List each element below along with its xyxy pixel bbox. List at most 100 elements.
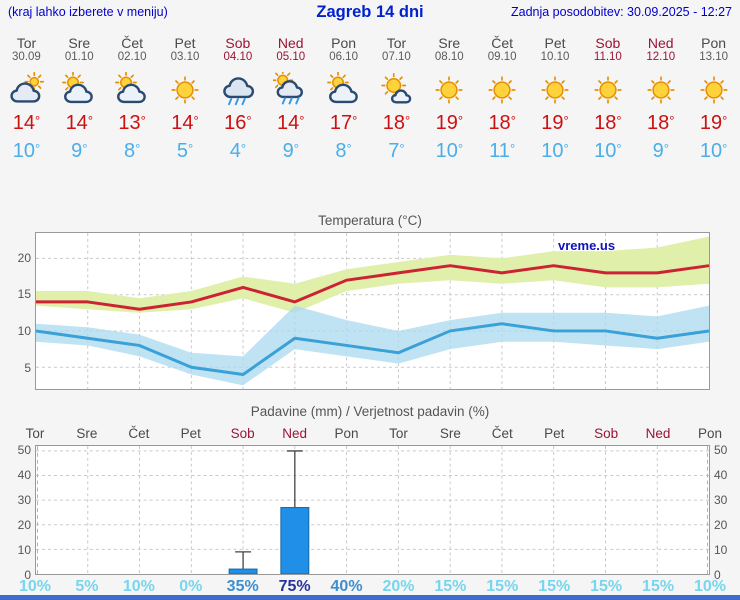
day-name-label: Čet bbox=[121, 35, 144, 51]
precip-day-label: Sre bbox=[76, 426, 98, 441]
precip-axis-tick: 40 bbox=[714, 468, 728, 482]
sunny-icon bbox=[643, 72, 679, 108]
precip-day-label: Ned bbox=[282, 426, 307, 441]
forecast-day-11[interactable]: Pet 10.10 19° 10° bbox=[529, 29, 582, 179]
forecast-day-9[interactable]: Sre 08.10 19° 10° bbox=[423, 29, 476, 179]
precip-axis-tick: 50 bbox=[714, 443, 728, 457]
degree-sign: ° bbox=[563, 141, 569, 156]
day-date-label: 08.10 bbox=[434, 51, 464, 63]
temp-max-value: 18° bbox=[647, 112, 675, 134]
precip-axis-tick: 50 bbox=[17, 443, 31, 457]
temp-min-value: 8° bbox=[123, 140, 141, 162]
day-date-label: 13.10 bbox=[699, 51, 728, 63]
day-name-label: Pon bbox=[701, 35, 727, 51]
forecast-day-2[interactable]: Sre 01.10 14° 9° bbox=[53, 29, 106, 179]
precip-probability-value: 5% bbox=[75, 578, 99, 595]
precip-day-label: Tor bbox=[389, 426, 408, 441]
rain-icon bbox=[220, 72, 256, 108]
degree-sign: ° bbox=[346, 141, 352, 156]
temp-min-value: 10° bbox=[435, 140, 464, 162]
precip-axis-tick: 20 bbox=[17, 518, 31, 532]
temp-max-value: 18° bbox=[382, 112, 411, 134]
day-date-label: 06.10 bbox=[329, 51, 358, 63]
precip-day-label: Tor bbox=[25, 426, 45, 441]
degree-sign: ° bbox=[299, 113, 305, 128]
precip-probability-value: 0% bbox=[179, 578, 203, 595]
day-name-label: Ned bbox=[647, 35, 674, 51]
degree-sign: ° bbox=[187, 141, 194, 156]
temp-min-value: 9° bbox=[71, 140, 88, 162]
temp-axis-tick: 20 bbox=[17, 250, 31, 265]
bottom-banner bbox=[0, 595, 740, 600]
degree-sign: ° bbox=[669, 113, 675, 128]
temp-max-value: 19° bbox=[435, 112, 464, 134]
temp-min-value: 10° bbox=[699, 140, 728, 162]
precip-day-label: Ned bbox=[645, 426, 671, 441]
vreme-watermark-link[interactable]: vreme.us bbox=[558, 238, 616, 253]
precip-axis-tick: 30 bbox=[17, 493, 31, 507]
precip-probability-value: 40% bbox=[330, 578, 363, 595]
forecast-day-6[interactable]: Ned 05.10 14° 9° bbox=[264, 29, 317, 179]
temp-max-value: 14° bbox=[65, 112, 94, 134]
forecast-day-10[interactable]: Čet 09.10 18° 11° bbox=[476, 29, 529, 179]
forecast-day-12[interactable]: Sob 11.10 18° 10° bbox=[581, 29, 634, 179]
day-name-label: Sob bbox=[225, 35, 251, 51]
forecast-day-13[interactable]: Ned 12.10 18° 9° bbox=[634, 29, 687, 179]
day-date-label: 09.10 bbox=[487, 51, 517, 63]
last-update-label: Zadnja posodobitev: 30.09.2025 - 12:27 bbox=[510, 5, 732, 19]
temp-max-value: 14° bbox=[277, 112, 305, 134]
forecast-day-3[interactable]: Čet 02.10 13° 8° bbox=[106, 29, 159, 179]
sunny-icon bbox=[696, 72, 732, 108]
degree-sign: ° bbox=[722, 141, 728, 156]
page-title: Zagreb 14 dni bbox=[316, 3, 424, 21]
precip-probability-value: 15% bbox=[590, 578, 623, 595]
day-name-label: Sre bbox=[438, 35, 461, 51]
temp-max-value: 14° bbox=[171, 112, 199, 134]
degree-sign: ° bbox=[457, 113, 464, 128]
forecast-day-1[interactable]: Tor 30.09 14° 10° bbox=[0, 29, 53, 179]
degree-sign: ° bbox=[135, 141, 141, 156]
degree-sign: ° bbox=[663, 141, 669, 156]
precip-probability-value: 35% bbox=[226, 578, 259, 595]
precip-axis-tick: 20 bbox=[714, 518, 728, 532]
day-date-label: 04.10 bbox=[223, 51, 253, 63]
forecast-day-8[interactable]: Tor 07.10 18° 7° bbox=[370, 29, 423, 179]
precip-day-label: Čet bbox=[491, 426, 513, 441]
temp-min-value: 4° bbox=[229, 140, 247, 162]
precip-axis-tick: 40 bbox=[17, 468, 31, 482]
forecast-day-14[interactable]: Pon 13.10 19° 10° bbox=[687, 29, 740, 179]
degree-sign: ° bbox=[240, 141, 247, 156]
precip-chart-title: Padavine (mm) / Verjetnost padavin (%) bbox=[250, 404, 490, 419]
menu-hint-label: (kraj lahko izberete v meniju) bbox=[8, 5, 168, 19]
precipitation-plot bbox=[35, 445, 710, 575]
precip-probability-value: 20% bbox=[382, 578, 415, 595]
shower-sun-icon bbox=[271, 69, 309, 108]
day-date-label: 12.10 bbox=[646, 51, 676, 63]
sunny-icon bbox=[167, 72, 203, 108]
temp-axis-tick: 5 bbox=[24, 360, 31, 375]
degree-sign: ° bbox=[404, 113, 411, 128]
degree-sign: ° bbox=[87, 113, 94, 128]
precip-day-label: Pet bbox=[180, 426, 201, 441]
forecast-day-5[interactable]: Sob 04.10 16° 4° bbox=[211, 29, 264, 179]
temp-min-value: 10° bbox=[12, 140, 41, 162]
day-name-label: Tor bbox=[16, 35, 37, 51]
temp-min-value: 11° bbox=[489, 140, 516, 162]
temp-min-value: 10° bbox=[594, 140, 622, 162]
degree-sign: ° bbox=[193, 113, 199, 128]
temp-min-value: 9° bbox=[282, 140, 299, 162]
precip-probability-value: 15% bbox=[538, 578, 571, 595]
temp-min-value: 5° bbox=[176, 140, 194, 162]
temp-min-value: 10° bbox=[541, 140, 569, 162]
forecast-day-7[interactable]: Pon 06.10 17° 8° bbox=[317, 29, 370, 179]
temp-max-value: 18° bbox=[594, 112, 622, 134]
day-name-label: Sre bbox=[68, 35, 91, 51]
temp-axis-tick: 15 bbox=[17, 287, 31, 302]
day-date-label: 30.09 bbox=[12, 51, 41, 63]
day-date-label: 01.10 bbox=[64, 51, 94, 63]
precip-probability-value: 10% bbox=[122, 578, 155, 595]
temp-max-value: 19° bbox=[541, 112, 569, 134]
degree-sign: ° bbox=[563, 113, 569, 128]
forecast-day-4[interactable]: Pet 03.10 14° 5° bbox=[159, 29, 212, 179]
temp-min-value: 9° bbox=[652, 140, 669, 162]
